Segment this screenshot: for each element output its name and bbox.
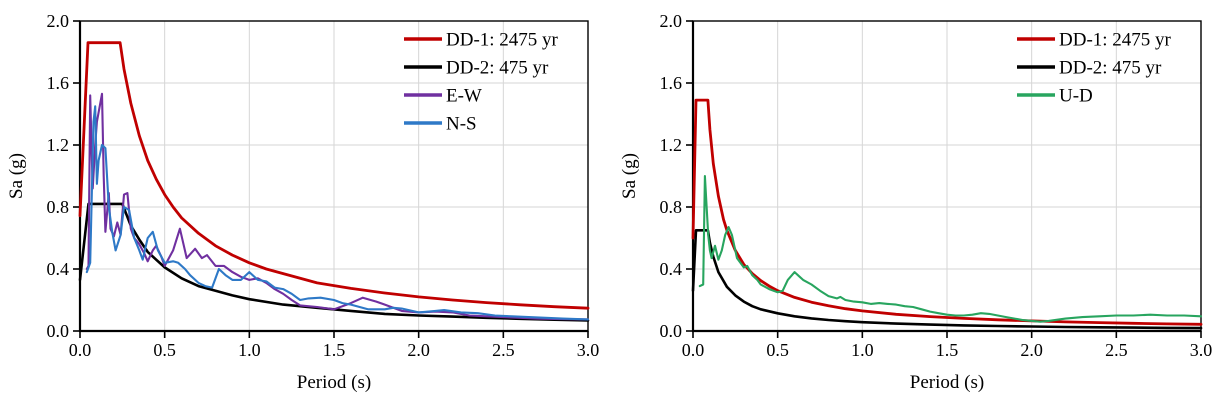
- x-tick-label: 2.0: [407, 340, 430, 360]
- x-tick-label: 1.0: [238, 340, 261, 360]
- x-tick-label: 1.5: [323, 340, 346, 360]
- y-tick-label: 0.4: [660, 259, 683, 279]
- legend-label: E-W: [446, 86, 482, 107]
- x-axis-title: Period (s): [297, 372, 371, 393]
- legend-label: DD-1: 2475 yr: [446, 30, 559, 51]
- y-tick-label: 0.8: [47, 197, 70, 217]
- series-line-u-d: [698, 174, 1203, 323]
- x-tick-label: 1.5: [936, 340, 959, 360]
- legend-label: DD-2: 475 yr: [446, 58, 549, 79]
- x-tick-label: 0.0: [69, 340, 92, 360]
- y-tick-label: 2.0: [47, 11, 70, 31]
- y-tick-label: 0.8: [660, 197, 683, 217]
- y-tick-label: 0.0: [660, 321, 683, 341]
- legend-label: U-D: [1059, 86, 1093, 107]
- series-line-n-s: [85, 105, 590, 321]
- y-tick-label: 1.6: [47, 73, 70, 93]
- horizontal-spectra-chart: 0.0 0.5 1.0 1.5 2.0 2.5 3.0 0.0 0.4 0.8 1.2 1.6 2.0 P…: [0, 0, 612, 401]
- x-tick-label: 0.5: [766, 340, 789, 360]
- y-tick-label: 0.4: [47, 259, 70, 279]
- legend-label: N-S: [446, 114, 477, 135]
- x-tick-label: 0.0: [682, 340, 705, 360]
- y-axis-title: Sa (g): [6, 153, 27, 199]
- series-line-dd-2-475-yr: [78, 202, 590, 322]
- x-tick-label: 0.5: [153, 340, 176, 360]
- x-axis-title: Period (s): [910, 372, 984, 393]
- y-tick-label: 1.2: [47, 135, 70, 155]
- series-line-dd-2-475-yr: [691, 229, 1203, 330]
- x-tick-label: 3.0: [1190, 340, 1213, 360]
- legend-label: DD-1: 2475 yr: [1059, 30, 1172, 51]
- series-line-dd-1-2475-yr: [78, 41, 590, 310]
- legend-label: DD-2: 475 yr: [1059, 58, 1162, 79]
- chart-svg: 0.0 0.5 1.0 1.5 2.0 2.5 3.0 0.0 0.4 0.8 1.2 1.6 2.0 P…: [6, 11, 600, 393]
- chart-svg: 0.0 0.5 1.0 1.5 2.0 2.5 3.0 0.0 0.4 0.8 1.2 1.6 2.0 P…: [619, 11, 1213, 393]
- y-tick-label: 1.6: [660, 73, 683, 93]
- y-tick-label: 0.0: [47, 321, 70, 341]
- x-tick-label: 2.5: [492, 340, 515, 360]
- x-tick-label: 3.0: [577, 340, 600, 360]
- y-axis-title: Sa (g): [619, 153, 640, 199]
- y-tick-label: 2.0: [660, 11, 683, 31]
- x-tick-label: 2.0: [1020, 340, 1043, 360]
- x-tick-label: 2.5: [1105, 340, 1128, 360]
- y-tick-label: 1.2: [660, 135, 683, 155]
- vertical-spectra-chart: 0.0 0.5 1.0 1.5 2.0 2.5 3.0 0.0 0.4 0.8 1.2 1.6 2.0 P…: [613, 0, 1225, 401]
- x-tick-label: 1.0: [851, 340, 874, 360]
